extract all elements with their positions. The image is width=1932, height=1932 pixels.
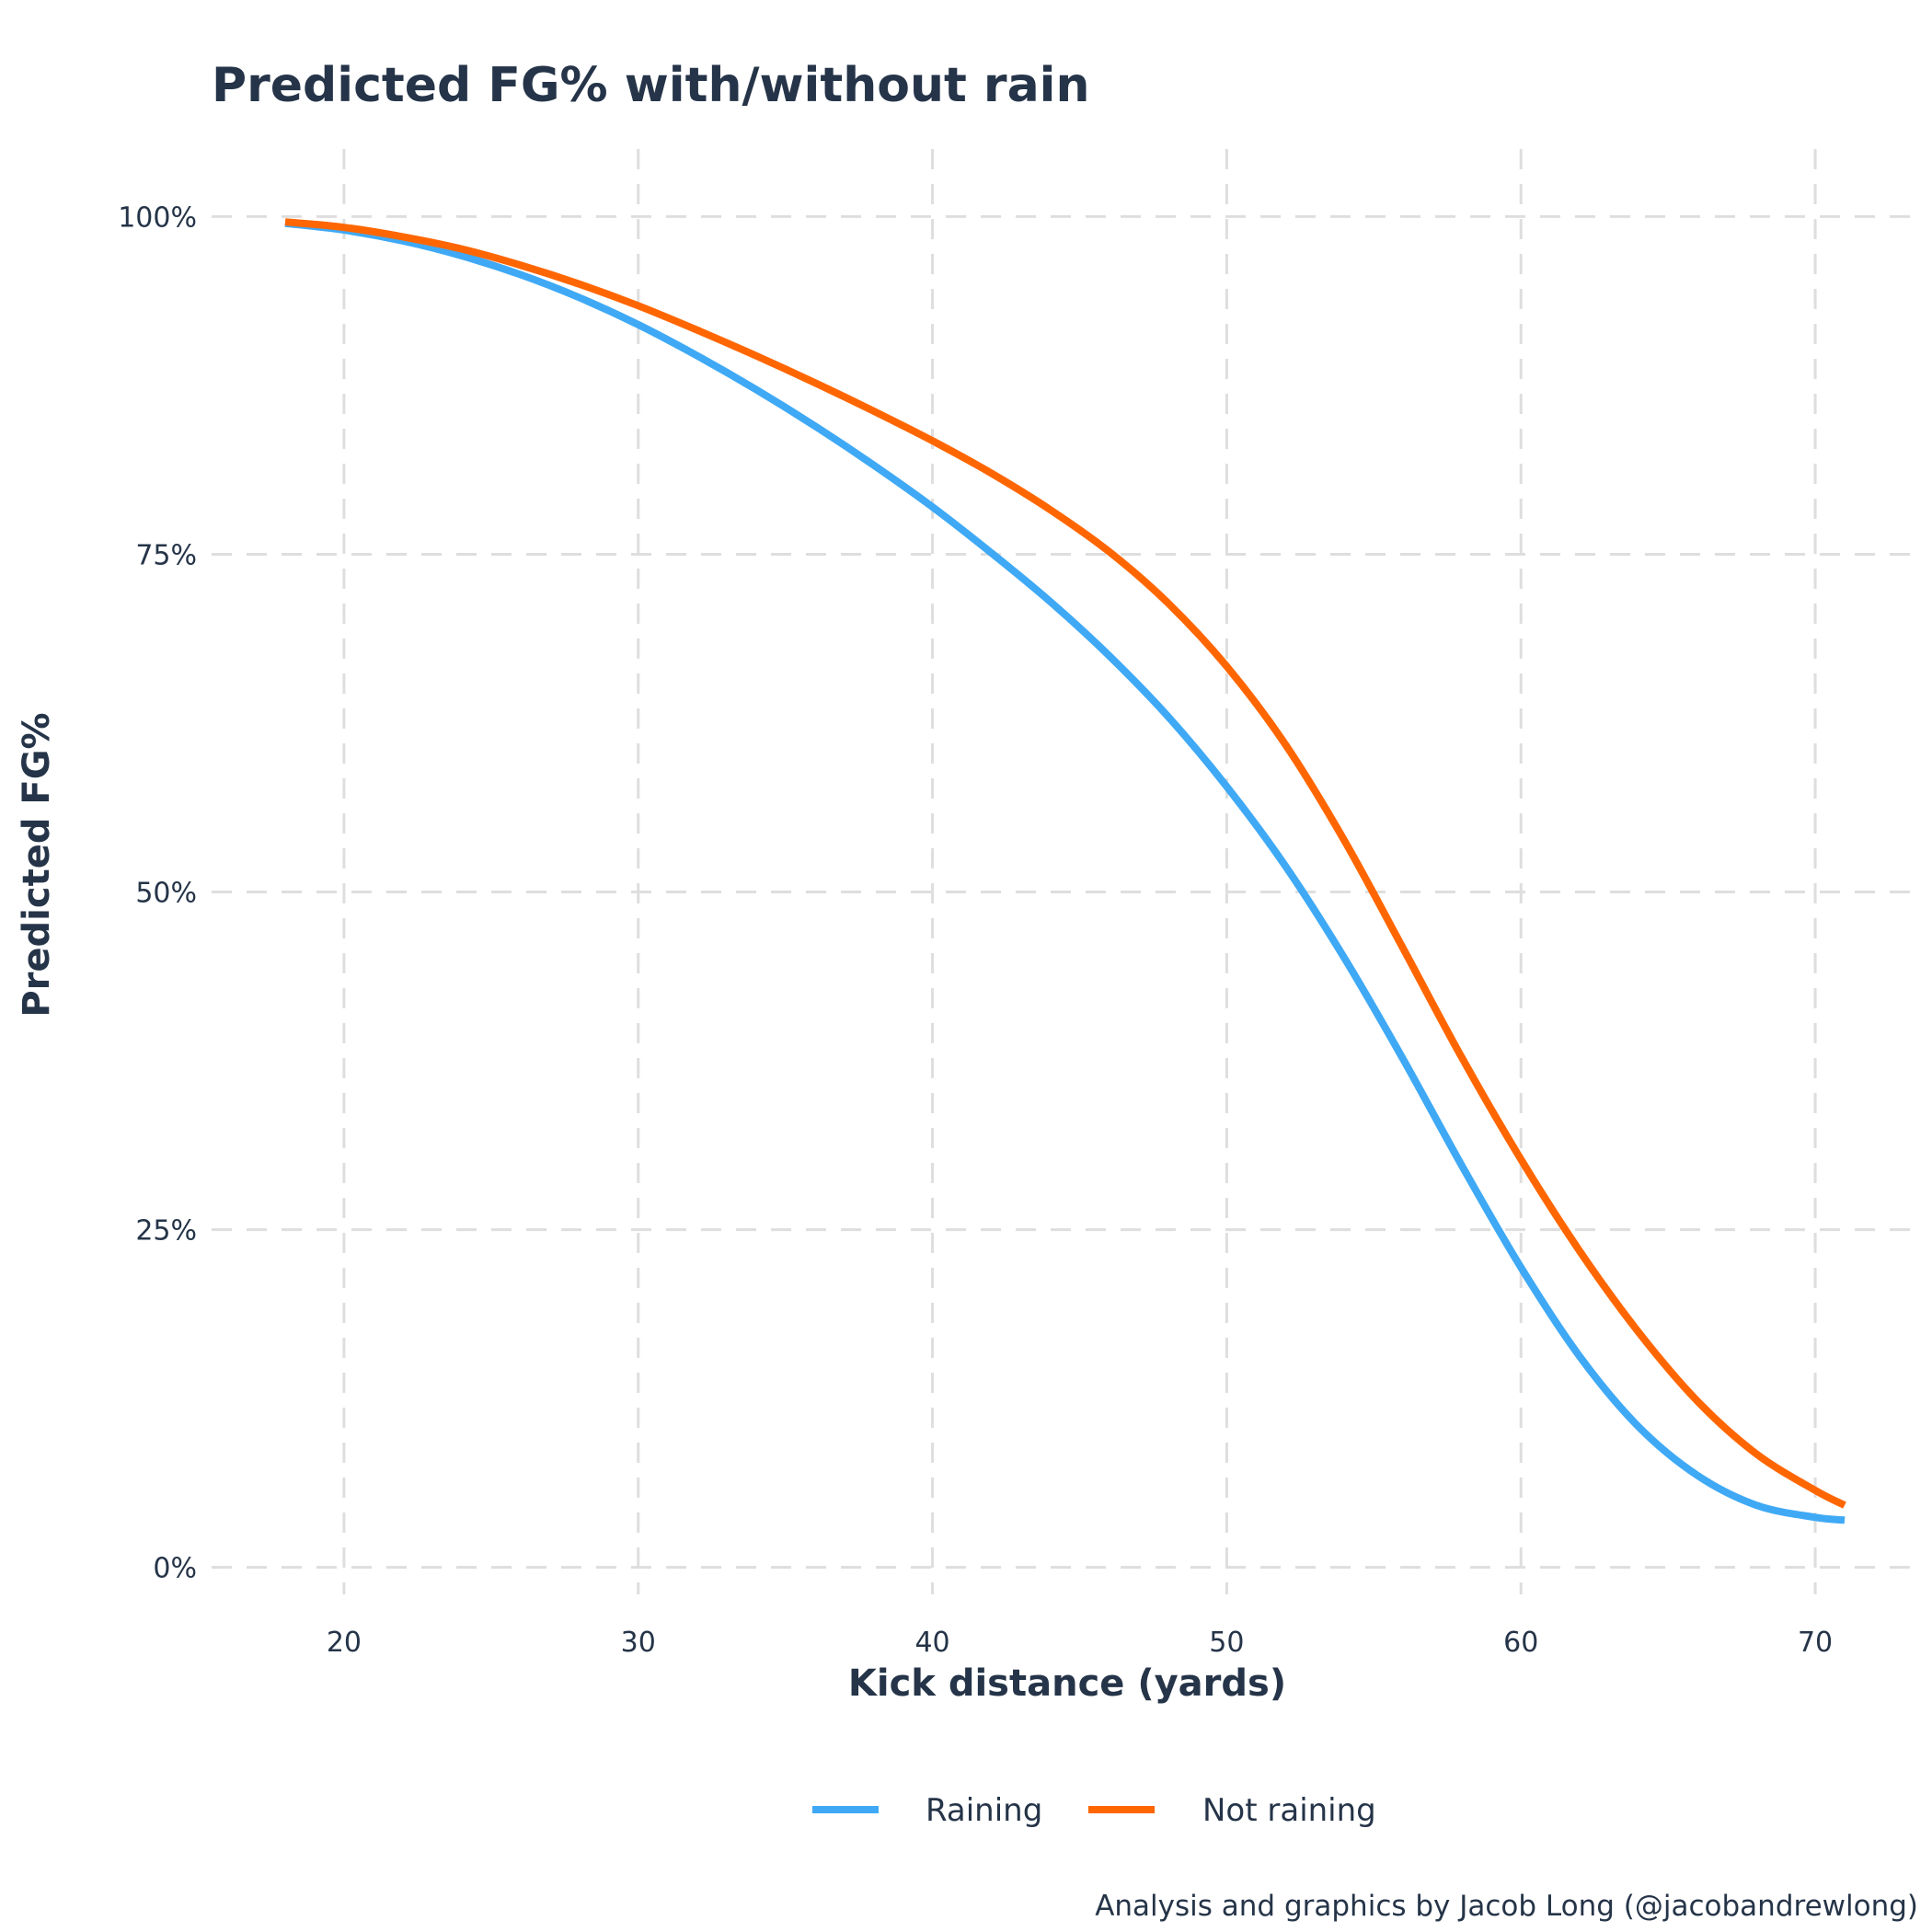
y-tick-label: 0% (153, 1553, 197, 1585)
series-line-raining (284, 219, 1846, 1524)
x-tick-label: 20 (327, 1627, 362, 1659)
y-tick-label: 50% (135, 878, 197, 910)
x-tick-label: 40 (914, 1627, 949, 1659)
x-tick-label: 50 (1209, 1627, 1244, 1659)
x-tick-labels: 20 30 40 50 60 70 (327, 1627, 1833, 1659)
series-line-not-raining (284, 218, 1846, 1509)
y-tick-labels: 0% 25% 50% 75% 100% (118, 201, 197, 1584)
x-gridlines (342, 149, 1817, 1594)
y-axis-title: Predicted FG% (16, 712, 58, 1017)
y-tick-label: 25% (135, 1215, 197, 1248)
chart-title: Predicted FG% with/without rain (212, 58, 1090, 113)
series-lines (284, 218, 1846, 1524)
x-tick-label: 60 (1503, 1627, 1538, 1659)
y-gridlines (212, 214, 1918, 1570)
legend: Raining Not raining (812, 1792, 1376, 1829)
y-tick-label: 100% (118, 201, 197, 234)
chart-caption: Analysis and graphics by Jacob Long (@ja… (1095, 1890, 1918, 1923)
legend-label-raining: Raining (926, 1792, 1042, 1829)
legend-label-not-raining: Not raining (1202, 1792, 1376, 1829)
x-tick-label: 30 (621, 1627, 656, 1659)
x-axis-title: Kick distance (yards) (848, 1662, 1286, 1705)
y-tick-label: 75% (135, 539, 197, 571)
x-tick-label: 70 (1798, 1627, 1833, 1659)
